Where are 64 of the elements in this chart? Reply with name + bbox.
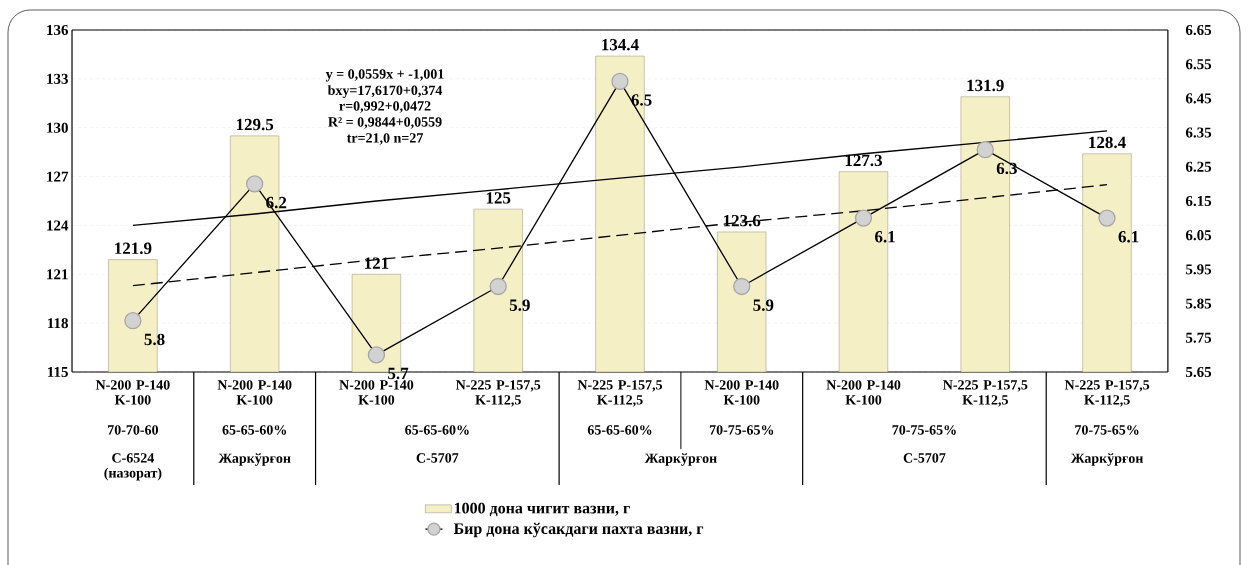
text: Жаркўрғон — [218, 453, 291, 466]
text: 65-65-60% — [405, 425, 469, 435]
data-label: 5.8 — [144, 333, 165, 346]
data-label: 121 — [365, 257, 389, 269]
y-tick-label: 136 — [47, 24, 69, 36]
data-label: 5.9 — [753, 299, 774, 311]
y2-tick-label: 5.65 — [1186, 366, 1212, 378]
y2-tick-label: 5.95 — [1186, 264, 1212, 275]
legend-label: Бир дона кўсакдаги пахта вазни, г — [453, 522, 704, 538]
y2-tick-label: 6.45 — [1185, 93, 1212, 104]
x-tick-label: N-200 P-140 K-100 — [339, 380, 414, 405]
y-tick-label: 127 — [47, 171, 69, 182]
y2-tick-label: 6.65 — [1185, 24, 1212, 36]
text: С-5707 — [903, 453, 946, 463]
x-tick-label: N-225 P-157,5 K-112,5 — [943, 380, 1028, 407]
text: Жаркўрғон — [1070, 453, 1144, 466]
text: 65-65-60% — [587, 425, 652, 435]
text: С-6524 (назорат) — [104, 453, 162, 481]
annotation: r=0,992+0,0472 — [339, 101, 431, 113]
y2-tick-label: 6.15 — [1185, 195, 1212, 207]
x-tick-label: N-225 P-157,5 K-112,5 — [577, 380, 663, 407]
data-label: 6.1 — [1118, 231, 1139, 243]
data-label: 5.9 — [509, 299, 530, 311]
x-tick-label: N-225 P-157,5 K-112,5 — [1064, 380, 1150, 407]
data-label: 127.3 — [845, 154, 883, 167]
annotation: R² = 0,9844+0,0559 — [328, 117, 442, 129]
y-tick-label: 133 — [47, 73, 68, 84]
text: 70-75-65% — [892, 425, 956, 435]
text: Жаркўрғон — [644, 453, 717, 466]
data-label: 5.7 — [388, 367, 409, 380]
text: 70-70-60 — [108, 425, 159, 435]
y2-tick-label: 6.55 — [1185, 59, 1212, 70]
x-tick-label: N-225 P-157,5 K-112,5 — [455, 380, 541, 407]
y-tick-label: 121 — [47, 269, 68, 280]
data-label: 128.4 — [1089, 136, 1126, 149]
y2-tick-label: 5.85 — [1186, 298, 1212, 309]
text: 70-75-65% — [709, 425, 774, 435]
y2-tick-label: 5.75 — [1186, 332, 1212, 343]
legend-label: 1000 дона чигит вазни, г — [454, 502, 630, 517]
y2-tick-label: 6.05 — [1185, 230, 1212, 241]
y2-tick-label: 6.35 — [1185, 127, 1212, 138]
annotation: tr=21,0 n=27 — [346, 133, 423, 145]
annotation: bxy=17,6170+0,374 — [327, 85, 443, 98]
data-label: 134.4 — [602, 39, 639, 51]
y-tick-label: 124 — [47, 220, 69, 231]
data-label: 6.5 — [631, 94, 652, 106]
data-label: 6.3 — [996, 162, 1017, 175]
x-tick-label: N-200 P-140 K-100 — [95, 380, 170, 405]
annotation: y = 0,0559x + -1,001 — [325, 69, 444, 82]
data-label: 129.5 — [236, 118, 274, 131]
x-tick-label: N-200 P-140 K-100 — [826, 380, 901, 405]
x-tick-label: N-200 P-140 K-100 — [217, 380, 292, 405]
x-tick-label: N-200 P-140 K-100 — [704, 380, 779, 405]
text: 70-75-65% — [1075, 425, 1139, 435]
data-label: 6.1 — [875, 231, 895, 243]
data-label: 131.9 — [967, 79, 1004, 92]
y2-tick-label: 6.25 — [1185, 161, 1212, 172]
y-tick-label: 115 — [48, 366, 68, 378]
y-tick-label: 118 — [48, 318, 68, 329]
data-label: 121.9 — [115, 242, 152, 255]
data-label: 125 — [486, 192, 511, 204]
text: С-5707 — [416, 453, 459, 463]
text: 65-65-60% — [222, 425, 287, 435]
y-tick-label: 130 — [47, 122, 68, 133]
